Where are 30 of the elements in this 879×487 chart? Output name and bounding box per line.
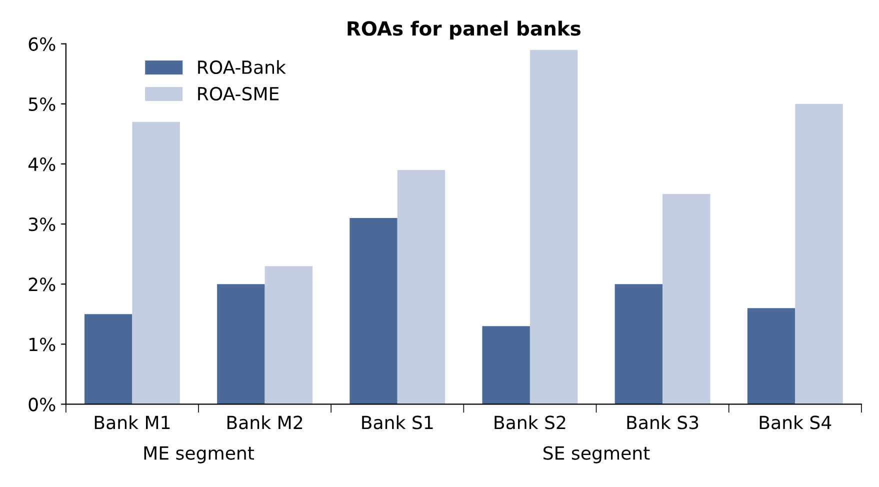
text: SE segment <box>544 446 650 464</box>
bar <box>84 314 132 404</box>
y-tick-label: 3% <box>28 217 56 232</box>
x-tick-label: Bank S2 <box>494 415 566 430</box>
bar <box>662 194 710 404</box>
y-tick-label: 2% <box>28 278 56 292</box>
x-tick-label: Bank S4 <box>760 415 832 430</box>
bar <box>795 104 843 404</box>
bar <box>747 308 796 404</box>
bar <box>217 284 265 404</box>
bar <box>614 284 663 404</box>
chart-title: ROAs for panel banks <box>348 20 580 40</box>
x-tick-label: Bank M1 <box>94 415 170 430</box>
bar <box>530 50 578 404</box>
x-tick-label: Bank M2 <box>227 415 302 430</box>
bar <box>350 218 398 404</box>
bar <box>397 170 446 404</box>
y-tick-label: 4% <box>28 157 56 172</box>
y-tick-label: 6% <box>28 37 56 51</box>
text: ME segment <box>144 446 254 464</box>
y-tick-label: 5% <box>28 97 56 112</box>
legend-label: ROA-Bank <box>198 60 286 74</box>
x-tick-label: Bank S1 <box>362 415 433 430</box>
y-tick-label: 1% <box>30 338 56 352</box>
x-tick-label: Bank S3 <box>627 415 698 430</box>
y-tick-label: 0% <box>28 398 56 412</box>
bar <box>132 122 180 404</box>
legend-label: ROA-SME <box>198 86 279 101</box>
bar <box>264 266 313 404</box>
bar <box>482 326 530 404</box>
